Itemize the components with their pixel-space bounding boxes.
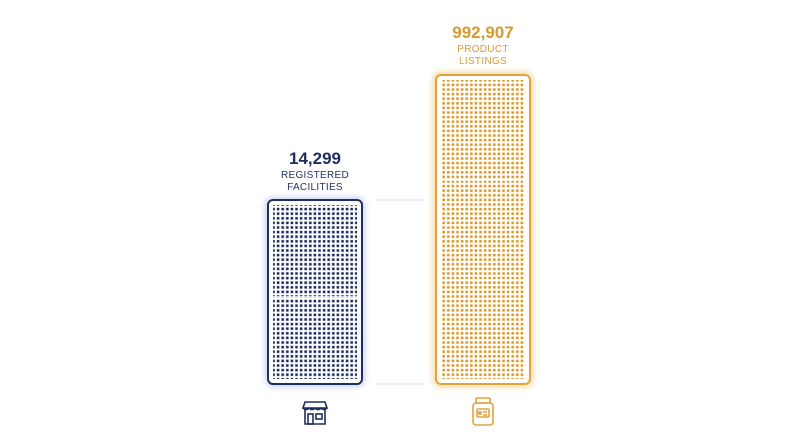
listings-bar — [432, 71, 534, 388]
figure: 14,299 — [289, 149, 341, 168]
facilities-bar — [265, 197, 365, 387]
label: FACILITIES — [287, 182, 343, 193]
figure: 992,907 — [452, 23, 513, 42]
label: PRODUCT — [457, 44, 509, 55]
label: LISTINGS — [459, 56, 507, 67]
jar-icon — [472, 397, 494, 426]
label: REGISTERED — [281, 170, 349, 181]
store-icon — [301, 401, 329, 425]
